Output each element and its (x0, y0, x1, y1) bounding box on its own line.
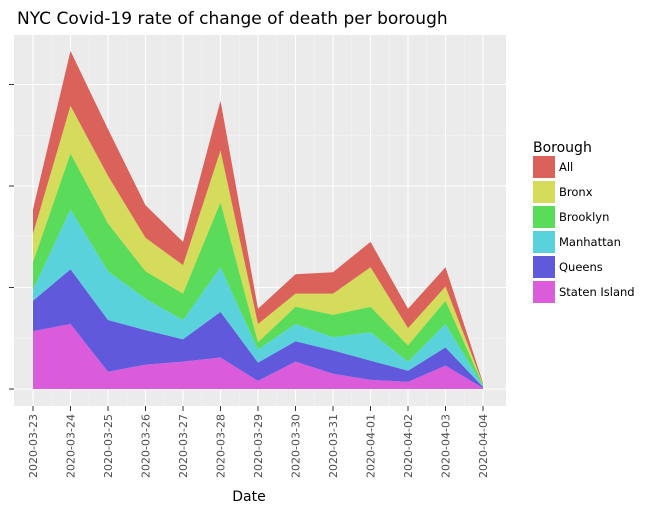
x-tick-label: 2020-04-02 (402, 414, 415, 478)
x-axis-ticks: 2020-03-23 2020-03-24 2020-03-25 2020-03-26… (27, 406, 490, 478)
area-bronx (33, 105, 483, 385)
x-tick-label: 2020-03-29 (252, 414, 265, 478)
area-all (33, 51, 483, 384)
legend: Borough All Bronx Brooklyn Manhattan Queens S… (533, 140, 635, 303)
legend-title: Borough (533, 140, 592, 156)
x-tick-label: 2020-04-03 (440, 414, 453, 478)
x-tick-label: 2020-03-24 (65, 414, 78, 478)
x-tick-label: 2020-04-04 (477, 414, 490, 478)
area-brooklyn (33, 153, 483, 386)
legend-key (533, 156, 555, 178)
legend-label: Manhattan (559, 235, 621, 249)
x-tick-label: 2020-03-30 (290, 414, 303, 478)
legend-key (533, 281, 555, 303)
legend-label: Queens (559, 260, 603, 274)
area-manhattan (33, 209, 483, 387)
legend-key (533, 256, 555, 278)
x-tick-label: 2020-03-28 (215, 414, 228, 478)
legend-key (533, 206, 555, 228)
y-axis-ticks (9, 84, 14, 390)
chart-title: NYC Covid-19 rate of change of death per… (17, 9, 448, 29)
x-axis-title: Date (232, 489, 265, 505)
x-tick-label: 2020-03-27 (177, 414, 190, 478)
x-tick-label: 2020-03-23 (27, 414, 40, 478)
area-queens (33, 269, 483, 388)
legend-label: All (559, 160, 573, 174)
area-staten-island (33, 324, 483, 389)
area-layers (33, 51, 483, 389)
x-tick-label: 2020-03-25 (102, 414, 115, 478)
legend-key (533, 231, 555, 253)
legend-label: Staten Island (559, 285, 635, 299)
x-tick-label: 2020-03-31 (327, 414, 340, 478)
legend-label: Brooklyn (559, 210, 609, 224)
x-tick-label: 2020-03-26 (140, 414, 153, 478)
legend-label: Bronx (559, 185, 593, 199)
x-tick-label: 2020-04-01 (365, 414, 378, 478)
legend-key (533, 181, 555, 203)
